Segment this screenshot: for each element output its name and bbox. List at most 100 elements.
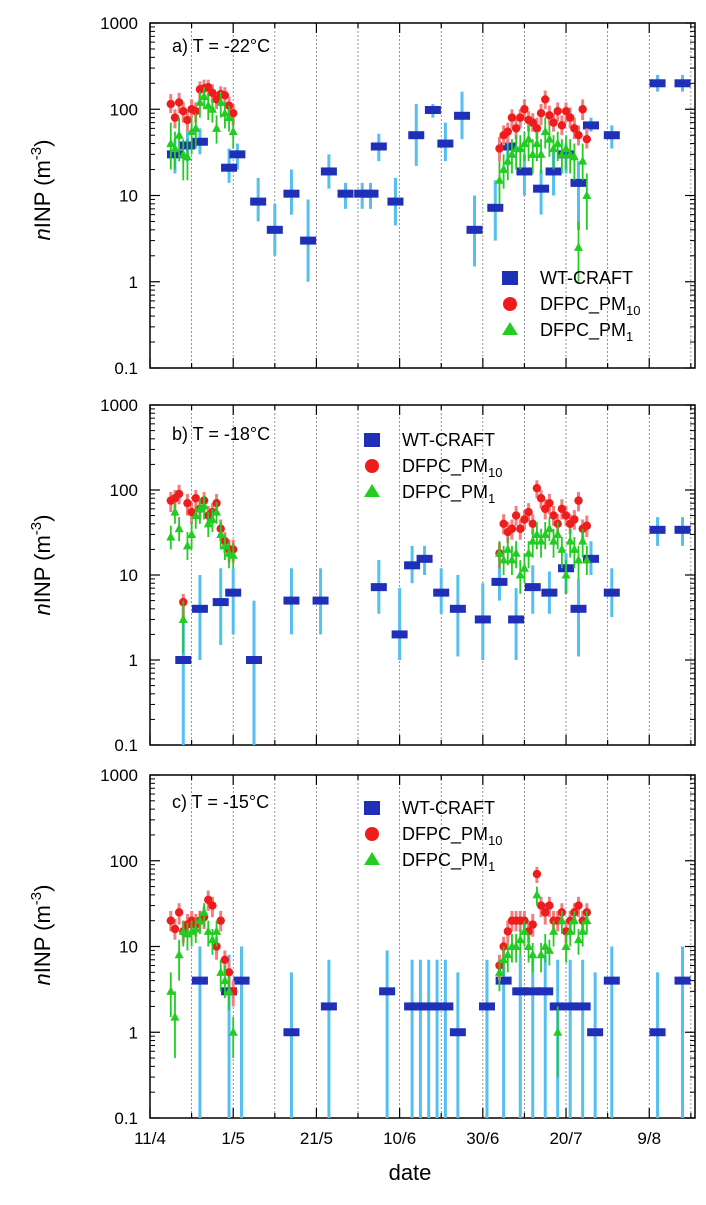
pm1-point <box>540 941 550 950</box>
pm1-point <box>174 130 184 139</box>
wt-craft-point <box>370 583 387 592</box>
y-axis-title-close: ) <box>30 515 55 522</box>
pm10-point <box>183 498 192 508</box>
pm10-point <box>532 869 542 879</box>
wt-craft-point <box>474 615 491 624</box>
wt-craft-point <box>437 139 454 148</box>
pm1-point <box>569 915 579 925</box>
pm1-point <box>524 548 534 557</box>
svg-text:nINP (m-3): nINP (m-3) <box>28 140 55 241</box>
pm1-point <box>191 123 201 132</box>
wt-craft-point <box>320 1002 337 1011</box>
pm10-point <box>520 105 529 114</box>
pm1-point <box>212 123 222 132</box>
pm1-point <box>228 550 238 559</box>
y-tick-label: 1000 <box>100 396 138 415</box>
wt-craft-point <box>545 167 562 176</box>
wt-craft-point <box>225 588 242 597</box>
y-tick-label: 100 <box>110 481 138 500</box>
pm1-point <box>549 926 559 935</box>
y-axis-title-main: INP (m <box>30 535 55 603</box>
legend-label-wt-craft: WT-CRAFT <box>402 798 495 818</box>
pm10-point <box>532 124 542 133</box>
pm10-point <box>507 524 517 533</box>
pm10-point <box>536 494 546 503</box>
legend-marker-wt-craft <box>502 271 518 285</box>
pm1-point <box>224 112 234 122</box>
legend-label-wt-craft: WT-CRAFT <box>402 430 495 450</box>
pm10-point <box>528 519 537 529</box>
wt-craft-point <box>283 1028 300 1037</box>
x-tick-label: 9/8 <box>637 1129 661 1148</box>
y-axis-title-b: nINP (m-3) <box>28 515 55 616</box>
wt-craft-point <box>674 976 691 985</box>
pm1-point <box>191 923 201 933</box>
pm1-point <box>515 570 525 579</box>
y-tick-label: 100 <box>110 852 138 871</box>
pm1-point <box>565 926 575 935</box>
pm1-point <box>220 108 230 117</box>
wt-craft-point <box>524 987 541 996</box>
wt-craft-point <box>420 1002 437 1011</box>
wt-craft-point <box>603 976 620 985</box>
pm10-point <box>536 901 546 910</box>
pm1-point <box>191 510 201 520</box>
pm10-point <box>582 134 592 144</box>
pm1-point <box>507 149 517 158</box>
pm10-point <box>503 127 512 136</box>
pm1-point <box>499 164 509 174</box>
wt-craft-point <box>191 604 208 613</box>
y-tick-label: 0.1 <box>114 359 138 378</box>
pm1-point <box>170 507 180 516</box>
pm10-point <box>229 108 238 118</box>
pm10-point <box>220 91 230 100</box>
pm10-point <box>174 98 184 107</box>
wt-craft-point <box>221 163 238 172</box>
pm1-point <box>569 544 579 553</box>
pm1-point <box>536 949 546 959</box>
pm1-point <box>220 540 230 550</box>
pm1-point <box>519 926 529 935</box>
pm10-point <box>507 113 517 122</box>
y-tick-label: 1000 <box>100 766 138 785</box>
y-axis-title-main: INP (m <box>30 905 55 973</box>
pm10-point <box>516 113 525 122</box>
y-axis-title-c: nINP (m-3) <box>28 885 55 986</box>
wt-craft-point <box>603 588 620 597</box>
legend-label-wt-craft: WT-CRAFT <box>540 268 633 288</box>
pm1-point <box>524 134 534 143</box>
wt-craft-point <box>495 976 512 985</box>
pm1-point <box>174 523 184 533</box>
pm10-point <box>528 118 537 127</box>
x-tick-label: 1/5 <box>221 1129 245 1148</box>
pm1-point <box>519 138 529 148</box>
y-tick-label: 10 <box>119 938 138 957</box>
wt-craft-point <box>283 189 300 198</box>
y-tick-label: 1 <box>129 651 138 670</box>
pm1-point <box>170 143 180 153</box>
wt-craft-point <box>582 121 599 130</box>
pm1-point <box>582 915 592 925</box>
wt-craft-point <box>337 189 354 198</box>
pm1-point <box>207 934 217 944</box>
wt-craft-point <box>408 131 425 140</box>
pm1-point <box>519 563 529 572</box>
pm1-point <box>532 138 542 148</box>
y-tick-label: 1000 <box>100 14 138 33</box>
legend-marker-pm10 <box>503 297 517 311</box>
wt-craft-point <box>570 604 587 613</box>
pm10-point <box>574 496 583 505</box>
pm1-point <box>187 926 197 935</box>
wt-craft-point <box>412 1002 429 1011</box>
pm10-point <box>553 106 562 116</box>
y-tick-label: 100 <box>110 100 138 119</box>
wt-craft-point <box>379 987 396 996</box>
pm1-point <box>544 134 554 143</box>
wt-craft-point <box>649 1028 666 1037</box>
wt-craft-point <box>312 596 329 605</box>
pm10-point <box>578 105 587 114</box>
wt-craft-point <box>266 225 283 234</box>
